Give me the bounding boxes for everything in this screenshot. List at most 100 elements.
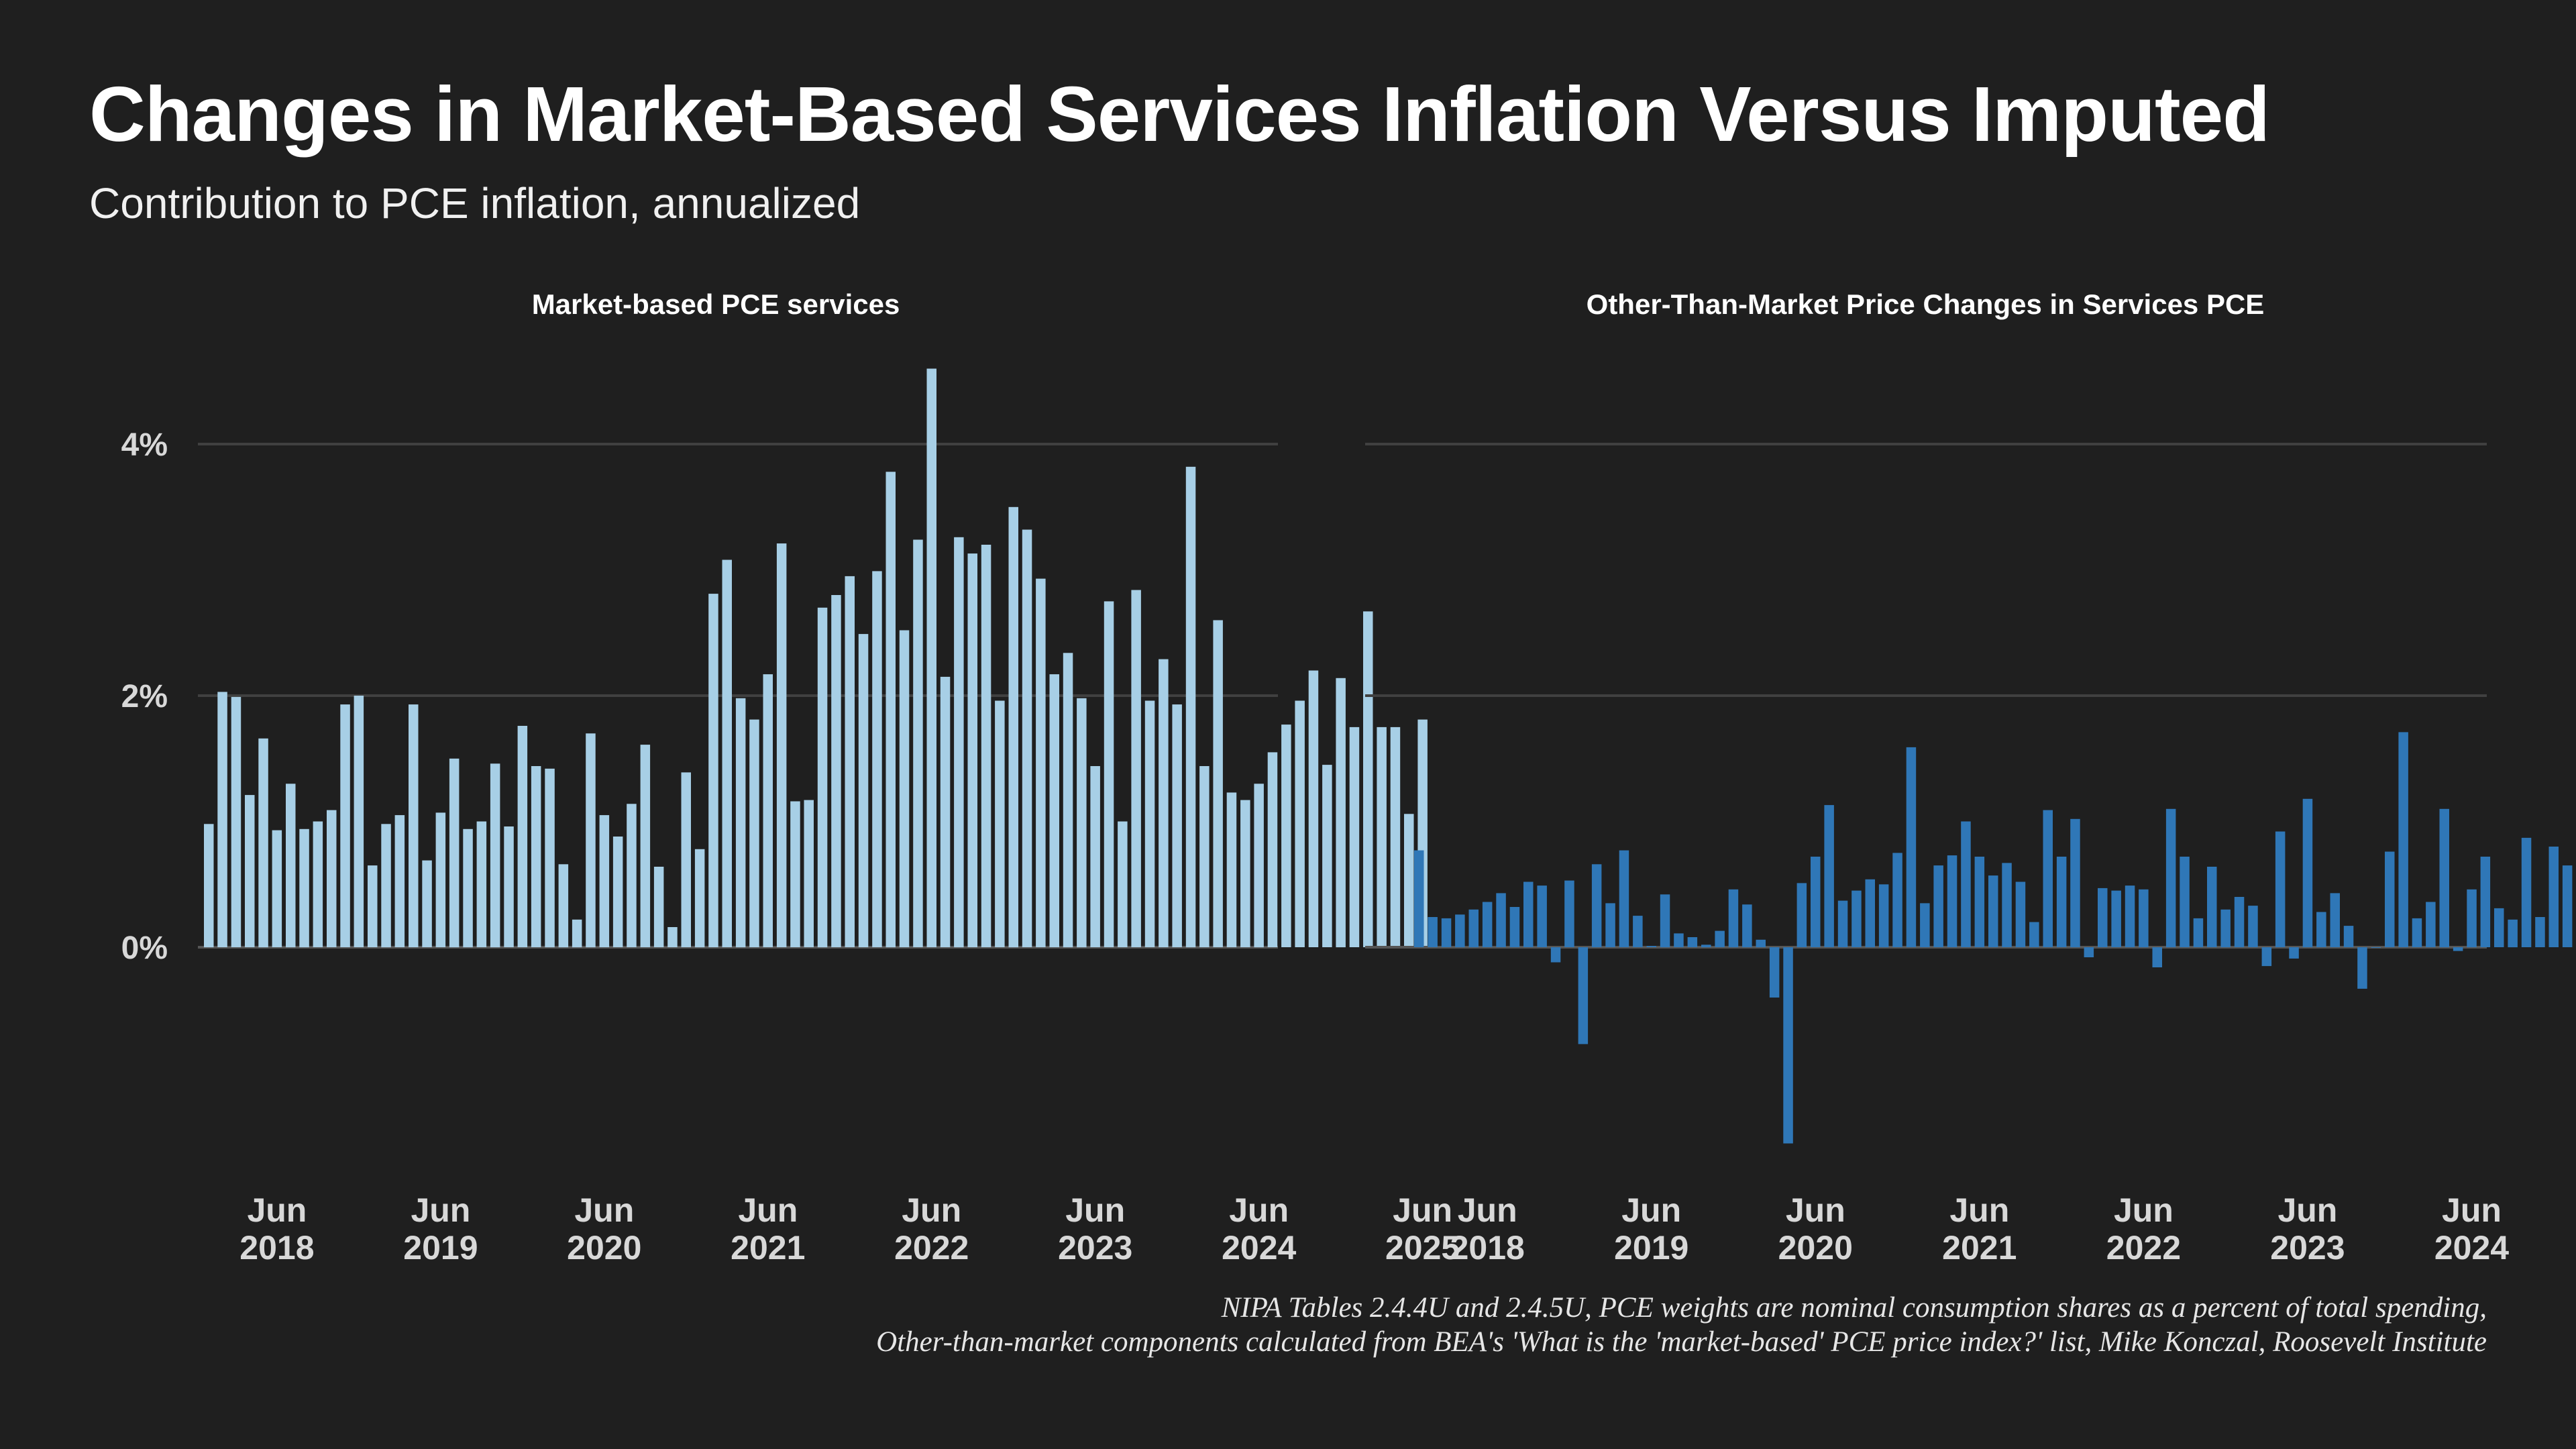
bar-1-86 [1377, 727, 1387, 947]
bar-2-6 [1496, 893, 1506, 947]
bar-1-70 [1159, 659, 1169, 947]
bar-1-42 [776, 543, 787, 947]
x-tick-label: Jun 2018 [239, 1191, 314, 1267]
bar-1-2 [231, 696, 241, 947]
bar-1-63 [1063, 653, 1073, 948]
bar-2-67 [2330, 893, 2340, 947]
bar-1-60 [1022, 529, 1032, 947]
bar-2-77 [2467, 889, 2477, 948]
x-tick-label: Jun 2025 [1385, 1191, 1460, 1267]
bar-2-45 [2029, 922, 2039, 947]
bar-1-55 [954, 537, 964, 948]
bar-1-51 [899, 630, 910, 947]
bar-1-41 [763, 674, 773, 947]
bar-2-30 [1824, 805, 1834, 947]
x-tick-label: Jun 2018 [1450, 1191, 1525, 1267]
bar-1-32 [640, 745, 651, 947]
bar-2-32 [1851, 890, 1862, 947]
bar-2-41 [1974, 857, 1985, 947]
bar-1-46 [831, 595, 841, 947]
bar-2-57 [2193, 918, 2204, 947]
bar-1-45 [817, 607, 828, 948]
bar-2-82 [2535, 917, 2545, 947]
bar-2-34 [1878, 884, 1889, 948]
x-tick-label: Jun 2020 [567, 1191, 641, 1267]
panel-title-1: Market-based PCE services [532, 288, 900, 320]
bar-1-19 [463, 828, 473, 948]
bar-1-71 [1172, 704, 1182, 947]
bar-2-42 [1988, 875, 1998, 947]
bar-1-35 [681, 772, 691, 947]
chart-title: Changes in Market-Based Services Inflati… [89, 70, 2270, 158]
bar-2-40 [1961, 821, 1971, 947]
bar-1-67 [1118, 821, 1128, 947]
bar-2-19 [1674, 933, 1684, 947]
bar-2-29 [1811, 857, 1821, 947]
bar-1-17 [435, 812, 446, 947]
bar-1-7 [299, 828, 309, 948]
bar-2-44 [2015, 881, 2026, 947]
bar-2-3 [1455, 914, 1465, 948]
bar-2-0 [1414, 850, 1424, 947]
bar-2-56 [2180, 857, 2190, 947]
bar-1-54 [940, 676, 951, 947]
bar-2-78 [2480, 857, 2491, 947]
bar-1-15 [409, 704, 419, 947]
x-tick-label: Jun 2019 [1614, 1191, 1688, 1267]
bar-2-55 [2165, 808, 2176, 948]
bar-1-52 [913, 539, 923, 947]
bar-1-1 [217, 692, 227, 947]
panel-title-2: Other-Than-Market Price Changes in Servi… [1587, 288, 2265, 320]
bar-2-26 [1769, 947, 1780, 998]
bar-1-76 [1240, 800, 1250, 947]
source-line-2: Other-than-market components calculated … [876, 1326, 2487, 1358]
bar-2-36 [1906, 747, 1917, 947]
bar-1-11 [354, 696, 364, 947]
bar-1-16 [422, 860, 432, 947]
bar-2-53 [2139, 889, 2149, 948]
bar-1-43 [790, 801, 800, 947]
bar-2-15 [1619, 850, 1629, 947]
bar-1-26 [558, 864, 569, 948]
bar-2-18 [1660, 894, 1670, 948]
bar-1-36 [694, 849, 705, 948]
bar-1-49 [872, 571, 882, 947]
bar-2-22 [1715, 930, 1725, 947]
bar-2-51 [2111, 890, 2121, 947]
bar-1-83 [1336, 678, 1346, 948]
chart-subtitle: Contribution to PCE inflation, annualize… [89, 179, 861, 227]
bar-1-75 [1226, 792, 1237, 947]
bar-2-2 [1441, 918, 1452, 947]
bar-2-52 [2125, 885, 2135, 947]
bar-2-75 [2439, 808, 2449, 948]
bar-1-57 [981, 545, 991, 947]
bar-2-76 [2453, 947, 2463, 951]
bar-2-4 [1468, 909, 1479, 948]
bar-2-63 [2275, 831, 2286, 947]
bar-2-48 [2070, 818, 2080, 948]
bar-2-13 [1591, 864, 1602, 948]
bar-1-50 [885, 472, 896, 948]
bar-1-80 [1295, 700, 1305, 947]
bar-2-27 [1783, 947, 1793, 1144]
bar-1-10 [340, 704, 350, 947]
bar-1-78 [1267, 752, 1278, 947]
bar-2-37 [1920, 903, 1930, 947]
bar-1-69 [1144, 700, 1155, 947]
y-tick-label: 4% [121, 427, 168, 463]
bar-1-73 [1199, 766, 1210, 947]
bar-2-7 [1509, 907, 1520, 947]
bar-2-10 [1550, 947, 1561, 963]
bar-1-61 [1036, 578, 1046, 947]
bar-1-14 [394, 815, 405, 947]
bar-2-25 [1756, 939, 1766, 948]
bar-1-72 [1185, 466, 1196, 948]
bar-2-50 [2098, 888, 2108, 947]
bar-1-84 [1349, 727, 1360, 947]
bar-2-70 [2371, 947, 2381, 948]
bar-2-79 [2494, 908, 2504, 947]
bar-2-31 [1837, 900, 1848, 947]
bar-1-81 [1308, 670, 1319, 947]
bar-1-34 [667, 927, 678, 947]
